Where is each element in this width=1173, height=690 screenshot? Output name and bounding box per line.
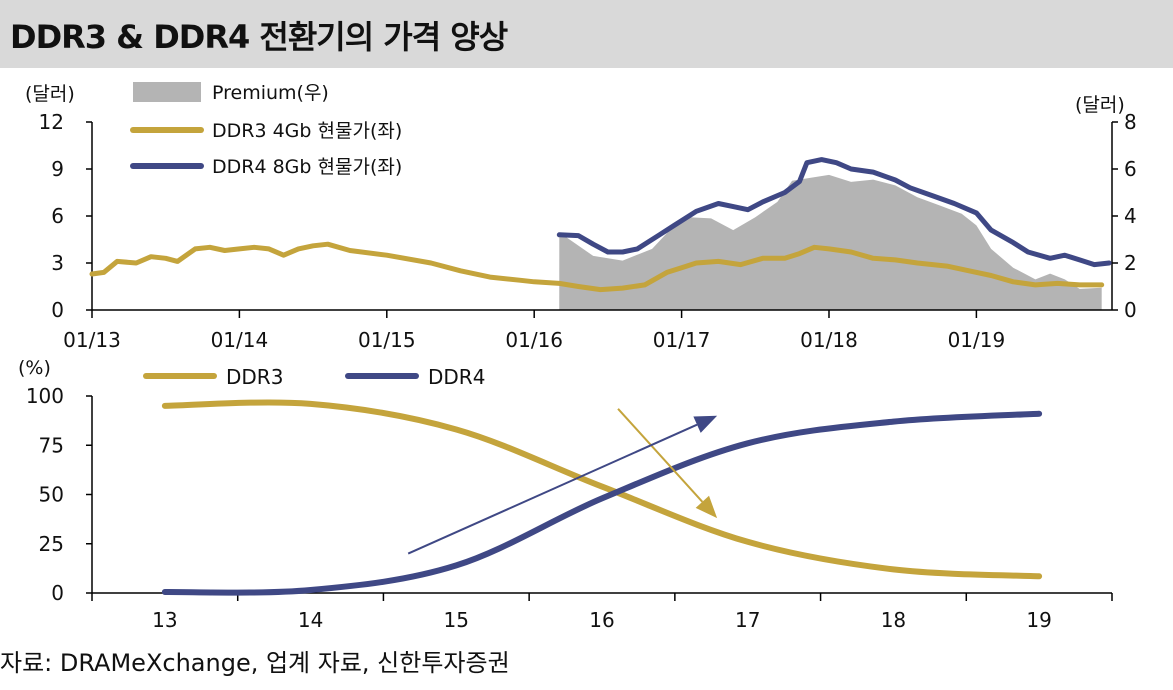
left-tick-label: 6: [51, 204, 64, 228]
share-x-tick-label: 13: [152, 608, 177, 632]
x-tick-label: 01/16: [505, 328, 563, 352]
share-x-tick-label: 15: [444, 608, 469, 632]
x-tick-label: 01/15: [358, 328, 416, 352]
left-tick-label: 0: [51, 298, 64, 322]
right-tick-label: 0: [1124, 298, 1137, 322]
ddr3-trend-arrow: [617, 408, 704, 503]
share-x-tick-label: 16: [589, 608, 614, 632]
right-tick-label: 6: [1124, 157, 1137, 181]
x-tick-label: 01/17: [653, 328, 711, 352]
ddr4-price-line: [556, 157, 1112, 268]
ddr4-share-line: [161, 410, 1043, 596]
share-y-tick-label: 100: [26, 384, 64, 408]
left-tick-label: 3: [51, 251, 64, 275]
share-axis-unit: (%): [18, 357, 51, 379]
share-legend-label: DDR3: [226, 365, 283, 389]
title-bar: DDR3 & DDR4 전환기의 가격 양상: [0, 0, 1173, 68]
x-tick-label: 01/13: [63, 328, 121, 352]
page-title: DDR3 & DDR4 전환기의 가격 양상: [10, 18, 508, 56]
right-tick-label: 8: [1124, 110, 1137, 134]
legend-premium-swatch: [133, 82, 201, 102]
premium-area: [559, 174, 1102, 310]
x-tick-label: 01/18: [800, 328, 858, 352]
share-y-tick-label: 75: [39, 433, 64, 457]
right-tick-label: 2: [1124, 251, 1137, 275]
share-x-tick-label: 14: [298, 608, 323, 632]
share-y-tick-label: 25: [39, 532, 64, 556]
source-note: 자료: DRAMeXchange, 업계 자료, 신한투자증권: [0, 649, 510, 677]
share-y-tick-label: 0: [51, 581, 64, 605]
ddr4-arrow-head: [693, 415, 718, 433]
legend-label: Premium(우): [212, 82, 329, 104]
right-tick-label: 4: [1124, 204, 1137, 228]
legend-label: DDR3 4Gb 현물가(좌): [212, 120, 402, 142]
right-axis-unit: (달러): [1075, 94, 1125, 116]
x-tick-label: 01/19: [948, 328, 1006, 352]
ddr3-arrow-head: [695, 495, 718, 519]
left-axis-unit: (달러): [25, 83, 75, 105]
share-x-tick-label: 17: [735, 608, 760, 632]
left-tick-label: 9: [51, 157, 64, 181]
ddr3-share-line: [161, 399, 1043, 580]
share-legend-label: DDR4: [428, 365, 485, 389]
share-x-tick-label: 18: [881, 608, 906, 632]
legend-label: DDR4 8Gb 현물가(좌): [212, 156, 402, 178]
ddr3-price-line: [89, 241, 1105, 293]
ddr4-trend-arrow: [407, 423, 698, 555]
share-y-tick-label: 50: [39, 483, 64, 507]
share-x-tick-label: 19: [1026, 608, 1051, 632]
x-tick-label: 01/14: [211, 328, 269, 352]
left-tick-label: 12: [39, 110, 64, 134]
